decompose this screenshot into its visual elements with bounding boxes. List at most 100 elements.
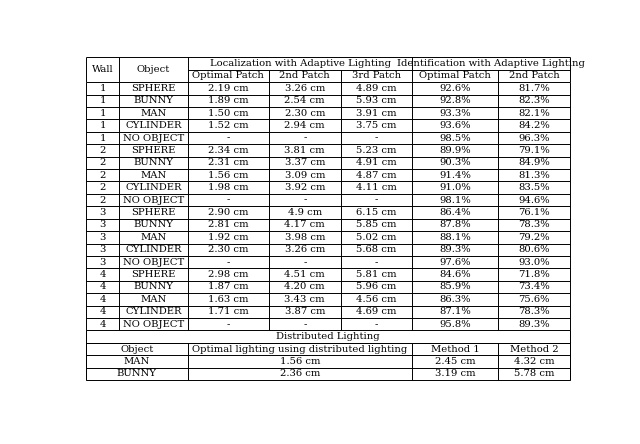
Text: 79.1%: 79.1% [518,146,550,155]
Text: 96.3%: 96.3% [518,134,550,143]
Text: 2: 2 [99,171,106,180]
Text: 84.2%: 84.2% [518,121,550,130]
Text: 75.6%: 75.6% [518,295,550,304]
Text: 1.52 cm: 1.52 cm [208,121,248,130]
Text: 4.17 cm: 4.17 cm [284,220,325,230]
Text: 5.93 cm: 5.93 cm [356,96,397,105]
Text: 3.91 cm: 3.91 cm [356,109,397,118]
Text: 1.56 cm: 1.56 cm [208,171,248,180]
Text: 5.02 cm: 5.02 cm [356,233,397,242]
Text: -: - [227,134,230,143]
Text: CYLINDER: CYLINDER [125,245,182,254]
Text: 3.75 cm: 3.75 cm [356,121,397,130]
Text: 98.5%: 98.5% [440,134,471,143]
Text: 3: 3 [99,245,106,254]
Text: 2nd Patch: 2nd Patch [280,71,330,80]
Text: 81.7%: 81.7% [518,84,550,93]
Text: NO OBJECT: NO OBJECT [123,196,184,205]
Text: 79.2%: 79.2% [518,233,550,242]
Text: 95.8%: 95.8% [440,320,471,329]
Text: CYLINDER: CYLINDER [125,307,182,316]
Text: 4.56 cm: 4.56 cm [356,295,397,304]
Text: SPHERE: SPHERE [131,208,175,217]
Text: 88.1%: 88.1% [440,233,471,242]
Text: 3: 3 [99,258,106,267]
Text: Object: Object [120,345,154,353]
Text: 1.92 cm: 1.92 cm [208,233,248,242]
Text: 2: 2 [99,146,106,155]
Text: 3.92 cm: 3.92 cm [285,183,325,192]
Text: BUNNY: BUNNY [116,369,157,378]
Text: 3.43 cm: 3.43 cm [285,295,325,304]
Text: 3.19 cm: 3.19 cm [435,369,476,378]
Text: 1.56 cm: 1.56 cm [280,357,320,366]
Text: CYLINDER: CYLINDER [125,121,182,130]
Text: -: - [303,258,307,267]
Text: MAN: MAN [140,171,166,180]
Text: 80.6%: 80.6% [518,245,550,254]
Text: 86.4%: 86.4% [440,208,471,217]
Text: Method 2: Method 2 [510,345,559,353]
Text: 94.6%: 94.6% [518,196,550,205]
Text: 5.23 cm: 5.23 cm [356,146,397,155]
Text: 78.3%: 78.3% [518,220,550,230]
Text: 1: 1 [99,96,106,105]
Text: 1.87 cm: 1.87 cm [208,282,248,291]
Text: SPHERE: SPHERE [131,270,175,279]
Text: 2.54 cm: 2.54 cm [285,96,325,105]
Text: 3.81 cm: 3.81 cm [285,146,325,155]
Text: Wall: Wall [92,65,113,74]
Text: NO OBJECT: NO OBJECT [123,134,184,143]
Text: 87.1%: 87.1% [440,307,471,316]
Text: 85.9%: 85.9% [440,282,471,291]
Text: 2.31 cm: 2.31 cm [208,159,248,167]
Text: Identification with Adaptive Lighting: Identification with Adaptive Lighting [397,59,585,68]
Text: Distributed Lighting: Distributed Lighting [276,332,380,341]
Text: 3: 3 [99,208,106,217]
Text: 97.6%: 97.6% [440,258,471,267]
Text: 5.85 cm: 5.85 cm [356,220,397,230]
Text: 83.5%: 83.5% [518,183,550,192]
Text: Optimal Patch: Optimal Patch [419,71,492,80]
Text: 89.3%: 89.3% [518,320,550,329]
Text: 81.3%: 81.3% [518,171,550,180]
Text: 4.11 cm: 4.11 cm [356,183,397,192]
Text: BUNNY: BUNNY [133,159,173,167]
Text: 2.34 cm: 2.34 cm [208,146,248,155]
Text: 90.3%: 90.3% [440,159,471,167]
Text: 98.1%: 98.1% [440,196,471,205]
Text: 3rd Patch: 3rd Patch [352,71,401,80]
Text: 89.3%: 89.3% [440,245,471,254]
Text: -: - [375,258,378,267]
Text: 4.69 cm: 4.69 cm [356,307,397,316]
Text: 3.26 cm: 3.26 cm [285,84,325,93]
Text: 93.0%: 93.0% [518,258,550,267]
Text: 91.0%: 91.0% [440,183,471,192]
Text: 1: 1 [99,121,106,130]
Text: 91.4%: 91.4% [440,171,471,180]
Text: 86.3%: 86.3% [440,295,471,304]
Text: 1.98 cm: 1.98 cm [208,183,248,192]
Text: 3: 3 [99,220,106,230]
Text: 2: 2 [99,183,106,192]
Text: -: - [227,196,230,205]
Text: -: - [227,258,230,267]
Text: 1.63 cm: 1.63 cm [208,295,248,304]
Text: -: - [303,196,307,205]
Text: 2.30 cm: 2.30 cm [208,245,248,254]
Text: 4.51 cm: 4.51 cm [284,270,325,279]
Text: 1.50 cm: 1.50 cm [208,109,248,118]
Text: 2.90 cm: 2.90 cm [208,208,248,217]
Text: 4: 4 [99,282,106,291]
Text: MAN: MAN [140,109,166,118]
Text: BUNNY: BUNNY [133,220,173,230]
Text: 2.36 cm: 2.36 cm [280,369,320,378]
Text: Localization with Adaptive Lighting: Localization with Adaptive Lighting [209,59,390,68]
Text: 1: 1 [99,84,106,93]
Text: 3.98 cm: 3.98 cm [285,233,325,242]
Text: 2.30 cm: 2.30 cm [285,109,325,118]
Text: SPHERE: SPHERE [131,84,175,93]
Text: 2: 2 [99,196,106,205]
Text: 71.8%: 71.8% [518,270,550,279]
Text: 4: 4 [99,307,106,316]
